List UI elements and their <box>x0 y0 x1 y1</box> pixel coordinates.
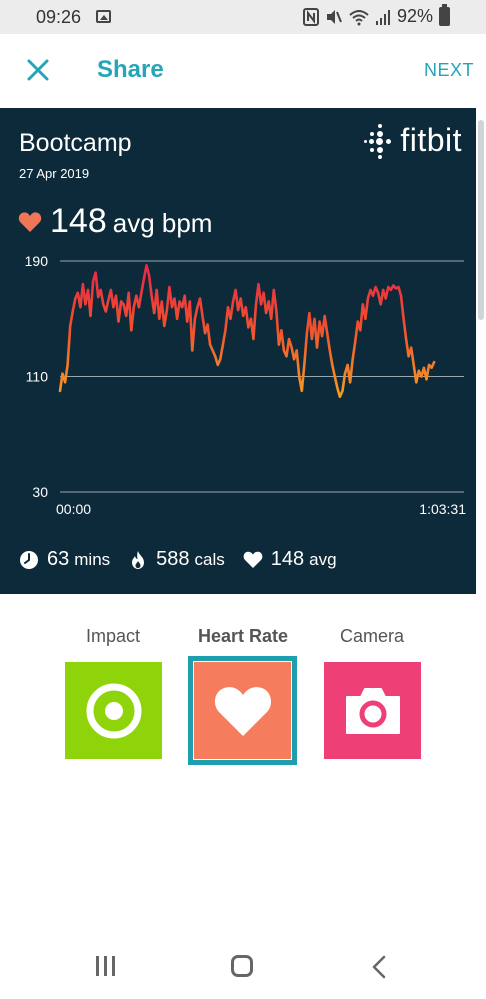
workout-title: Bootcamp <box>19 129 132 157</box>
target-icon <box>86 683 141 738</box>
clock-icon <box>20 550 38 569</box>
workout-date: 27 Apr 2019 <box>19 166 90 181</box>
camera-option[interactable] <box>324 662 421 759</box>
share-card: Bootcamp 27 Apr 2019 fitbit 148 avg bpm <box>0 108 476 594</box>
fitbit-logo: fitbit <box>364 122 462 159</box>
status-bar: 09:26 92% <box>0 0 486 34</box>
duration-unit: mins <box>74 549 111 569</box>
battery-percent: 92% <box>396 6 433 26</box>
duration-value: 63 <box>47 548 70 570</box>
next-button[interactable]: NEXT <box>423 60 474 80</box>
x-tick-label: 00:00 <box>56 501 91 517</box>
y-tick-label: 110 <box>26 369 49 385</box>
status-time: 09:26 <box>36 7 82 27</box>
option-label-camera: Camera <box>339 626 405 646</box>
x-tick-label: 1:03:31 <box>419 501 466 517</box>
option-label-heart-rate: Heart Rate <box>197 626 289 646</box>
fitbit-wordmark: fitbit <box>400 122 462 158</box>
duration-stat: 63 mins <box>19 548 110 571</box>
avg-bpm-row: 148 avg bpm <box>18 202 212 241</box>
close-icon[interactable] <box>24 56 52 84</box>
avg-heart-stat: 148 avg <box>243 548 337 571</box>
wifi-icon <box>349 9 369 25</box>
scrollbar[interactable] <box>478 120 484 320</box>
heart-rate-option[interactable] <box>194 662 291 759</box>
battery-icon <box>439 4 450 26</box>
stats-row: 63 mins 588 cals 148 avg <box>19 548 355 571</box>
fitbit-dots-icon <box>364 123 396 159</box>
home-icon[interactable] <box>231 955 253 977</box>
signal-icon <box>375 9 390 25</box>
calories-stat: 588 cals <box>128 548 225 571</box>
flame-icon <box>132 550 145 569</box>
header: Share NEXT <box>0 34 486 108</box>
y-tick-label: 30 <box>32 484 48 500</box>
avg-bpm-unit: avg bpm <box>112 208 213 238</box>
back-icon[interactable] <box>370 955 388 979</box>
nfc-icon <box>302 7 319 26</box>
heart-rate-line <box>58 264 436 398</box>
page-title: Share <box>97 56 164 83</box>
avg-heart-unit: avg <box>309 549 337 569</box>
recent-apps-icon[interactable] <box>96 956 118 976</box>
impact-option[interactable] <box>65 662 162 759</box>
heart-icon <box>214 686 271 736</box>
status-icons: 92% <box>302 4 450 27</box>
option-label-impact: Impact <box>85 626 141 646</box>
heart-rate-chart: 190 110 30 00:00 1:03:31 <box>25 253 467 517</box>
mute-icon <box>326 9 342 24</box>
heart-icon <box>18 211 42 232</box>
share-type-picker: Impact Heart Rate Camera <box>0 594 486 794</box>
y-tick-label: 190 <box>25 253 49 269</box>
gallery-notification-icon <box>96 10 111 23</box>
calories-unit: cals <box>194 549 225 569</box>
system-nav-bar <box>0 940 486 999</box>
heart-outline-icon <box>243 551 263 568</box>
camera-icon <box>345 687 400 734</box>
calories-value: 588 <box>156 548 190 570</box>
selected-option-frame <box>188 656 297 765</box>
avg-bpm-value: 148 <box>50 202 107 240</box>
avg-heart-value: 148 <box>270 548 305 570</box>
